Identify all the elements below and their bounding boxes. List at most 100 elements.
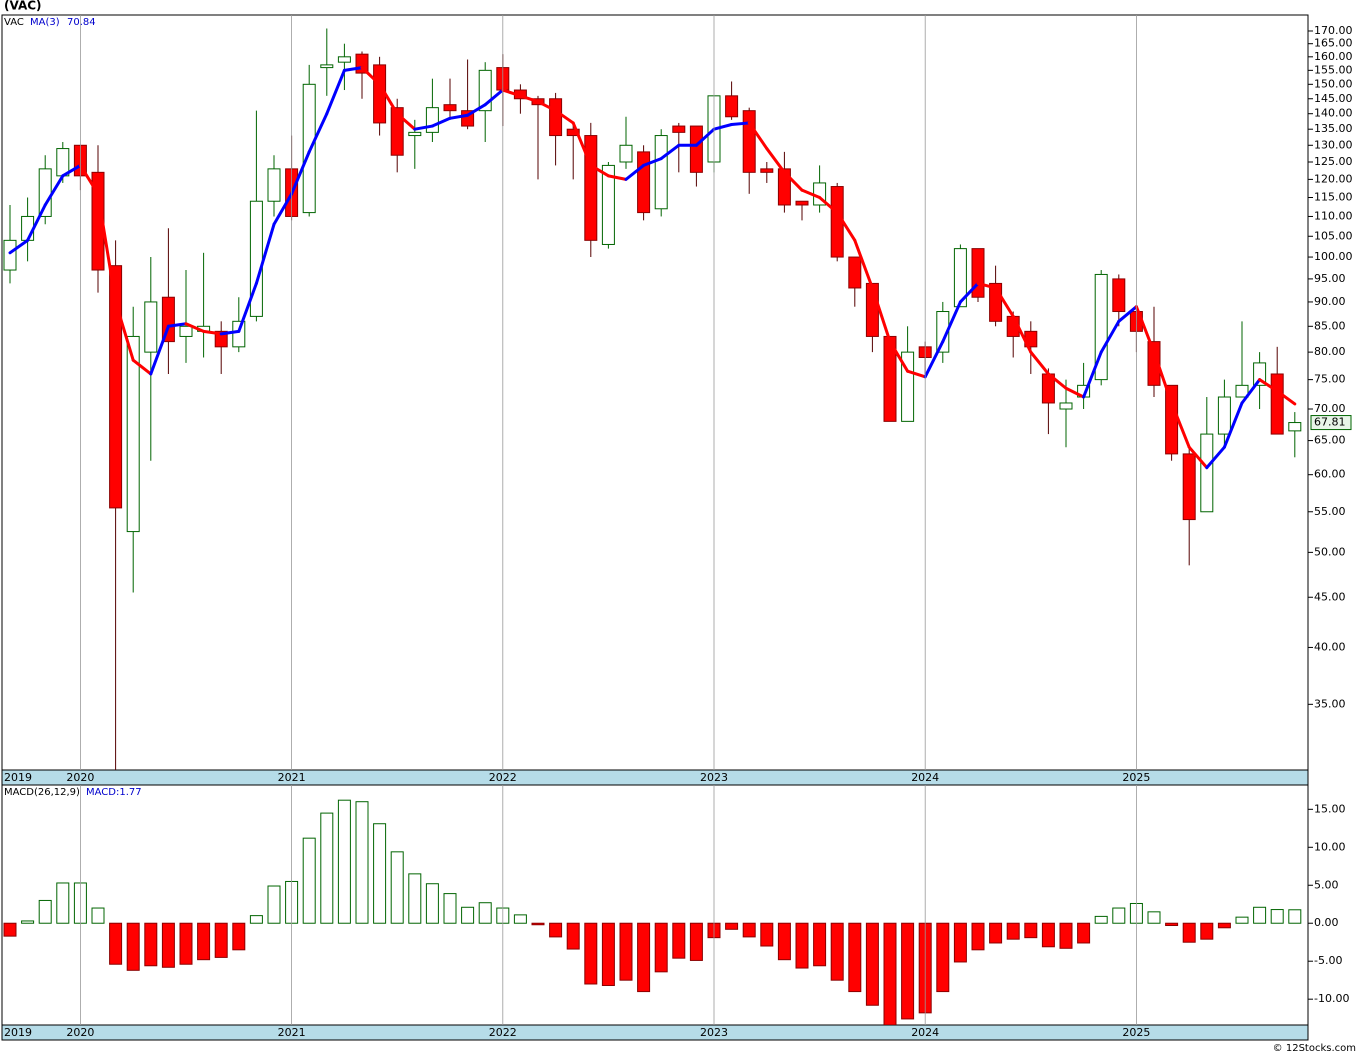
ma-segment [96, 192, 118, 304]
candle-body [760, 168, 774, 173]
macd-bar [1270, 909, 1284, 924]
ma-segment [606, 174, 628, 181]
candle-body [1112, 278, 1126, 313]
ma-segment [219, 329, 241, 336]
y-tick-label: 75.00 [1314, 373, 1346, 386]
y-tick-label: 170.00 [1314, 24, 1353, 37]
footer: © 12Stocks.com [1273, 1043, 1356, 1054]
x-tick-label: 2022 [489, 1026, 517, 1039]
ma-segment [8, 238, 30, 255]
legend-symbol: VAC [4, 17, 24, 28]
ma-segment [26, 203, 47, 242]
ma-segment [730, 121, 751, 126]
x-tick-label: 2024 [911, 771, 939, 784]
candle-body [742, 110, 756, 173]
ma-segment [835, 211, 857, 242]
macd-bar [478, 902, 492, 924]
macd-bar [1288, 909, 1302, 924]
ma-segment [818, 196, 839, 215]
ma-segment [642, 157, 663, 167]
macd-bar [725, 922, 739, 930]
ma-segment [853, 238, 874, 290]
candle-body [1147, 341, 1161, 386]
candle-body [549, 98, 563, 137]
macd-bar [883, 922, 897, 1025]
macd-bar [1182, 922, 1196, 943]
macd-bar [38, 899, 52, 924]
ma-segment [43, 174, 65, 207]
candle-body [337, 56, 351, 63]
macd-bar [1024, 922, 1038, 939]
macd-bar [249, 915, 263, 924]
macd-bar [373, 823, 387, 924]
candle-body [390, 107, 404, 156]
candle-body [1200, 433, 1214, 513]
y-tick-label: 165.00 [1314, 37, 1353, 50]
ma-segment [501, 88, 522, 98]
ma-segment [1099, 319, 1121, 354]
ma-segment [518, 94, 540, 104]
candle-body [1059, 402, 1073, 410]
candle-body [408, 131, 422, 137]
ma-segment [1134, 305, 1156, 354]
ma-segment [958, 281, 980, 304]
candle-body [1094, 273, 1108, 381]
candle-body [144, 301, 158, 353]
candle-body [848, 256, 862, 289]
candle-body [109, 265, 123, 509]
date-strip [1, 1024, 1309, 1041]
y-tick-label: 90.00 [1314, 295, 1346, 308]
macd-bar [672, 922, 686, 959]
macd-bar [848, 922, 862, 993]
macd-bar [21, 920, 35, 924]
macd-bar [795, 922, 809, 969]
y-tick-label: 70.00 [1314, 402, 1346, 415]
ma-segment [800, 188, 822, 200]
ma-segment [923, 340, 945, 379]
macd-bar [1112, 907, 1126, 924]
macd-bar [408, 873, 422, 924]
y-tick-label: 135.00 [1314, 122, 1353, 135]
ma-segment [430, 116, 452, 128]
legend-ma: MA(3) [30, 17, 60, 28]
ma-segment [149, 324, 170, 376]
y-tick-label: 5.00 [1314, 878, 1339, 891]
candle-body [654, 135, 668, 210]
ma-segment [554, 109, 575, 125]
y-tick-label: -5.00 [1314, 954, 1342, 967]
ma-segment [571, 121, 593, 167]
macd-bar [689, 922, 703, 961]
macd-bar [1235, 916, 1249, 924]
ma-segment [994, 286, 1015, 318]
y-tick-label: 130.00 [1314, 138, 1353, 151]
x-tick-label: 2021 [278, 1026, 306, 1039]
date-strip [1, 769, 1309, 786]
y-tick-label: 110.00 [1314, 209, 1353, 222]
macd-bar [531, 922, 545, 926]
ma-segment [254, 222, 276, 285]
ma-segment [466, 103, 487, 117]
candle-body [425, 107, 439, 133]
macd-bar [865, 922, 879, 1006]
macd-bar [901, 922, 915, 1020]
macd-bar [971, 922, 985, 951]
ma-segment [166, 322, 188, 328]
y-tick-label: 125.00 [1314, 155, 1353, 168]
ma-segment [448, 113, 470, 120]
ma-segment [659, 143, 681, 161]
macd-bar [989, 922, 1003, 944]
candle-body [443, 104, 457, 112]
x-tick-label: 2023 [700, 771, 728, 784]
ma-segment [1082, 350, 1103, 399]
macd-bar [1217, 922, 1231, 929]
ma-segment [888, 340, 910, 373]
ma-segment [413, 124, 434, 131]
y-tick-label: 50.00 [1314, 545, 1346, 558]
macd-bar [425, 883, 439, 924]
candle-body [795, 200, 809, 206]
candle-body [126, 335, 140, 533]
ma-segment [61, 163, 82, 178]
macd-bar [549, 922, 563, 938]
y-tick-label: 80.00 [1314, 345, 1346, 358]
y-tick-label: 115.00 [1314, 191, 1353, 204]
